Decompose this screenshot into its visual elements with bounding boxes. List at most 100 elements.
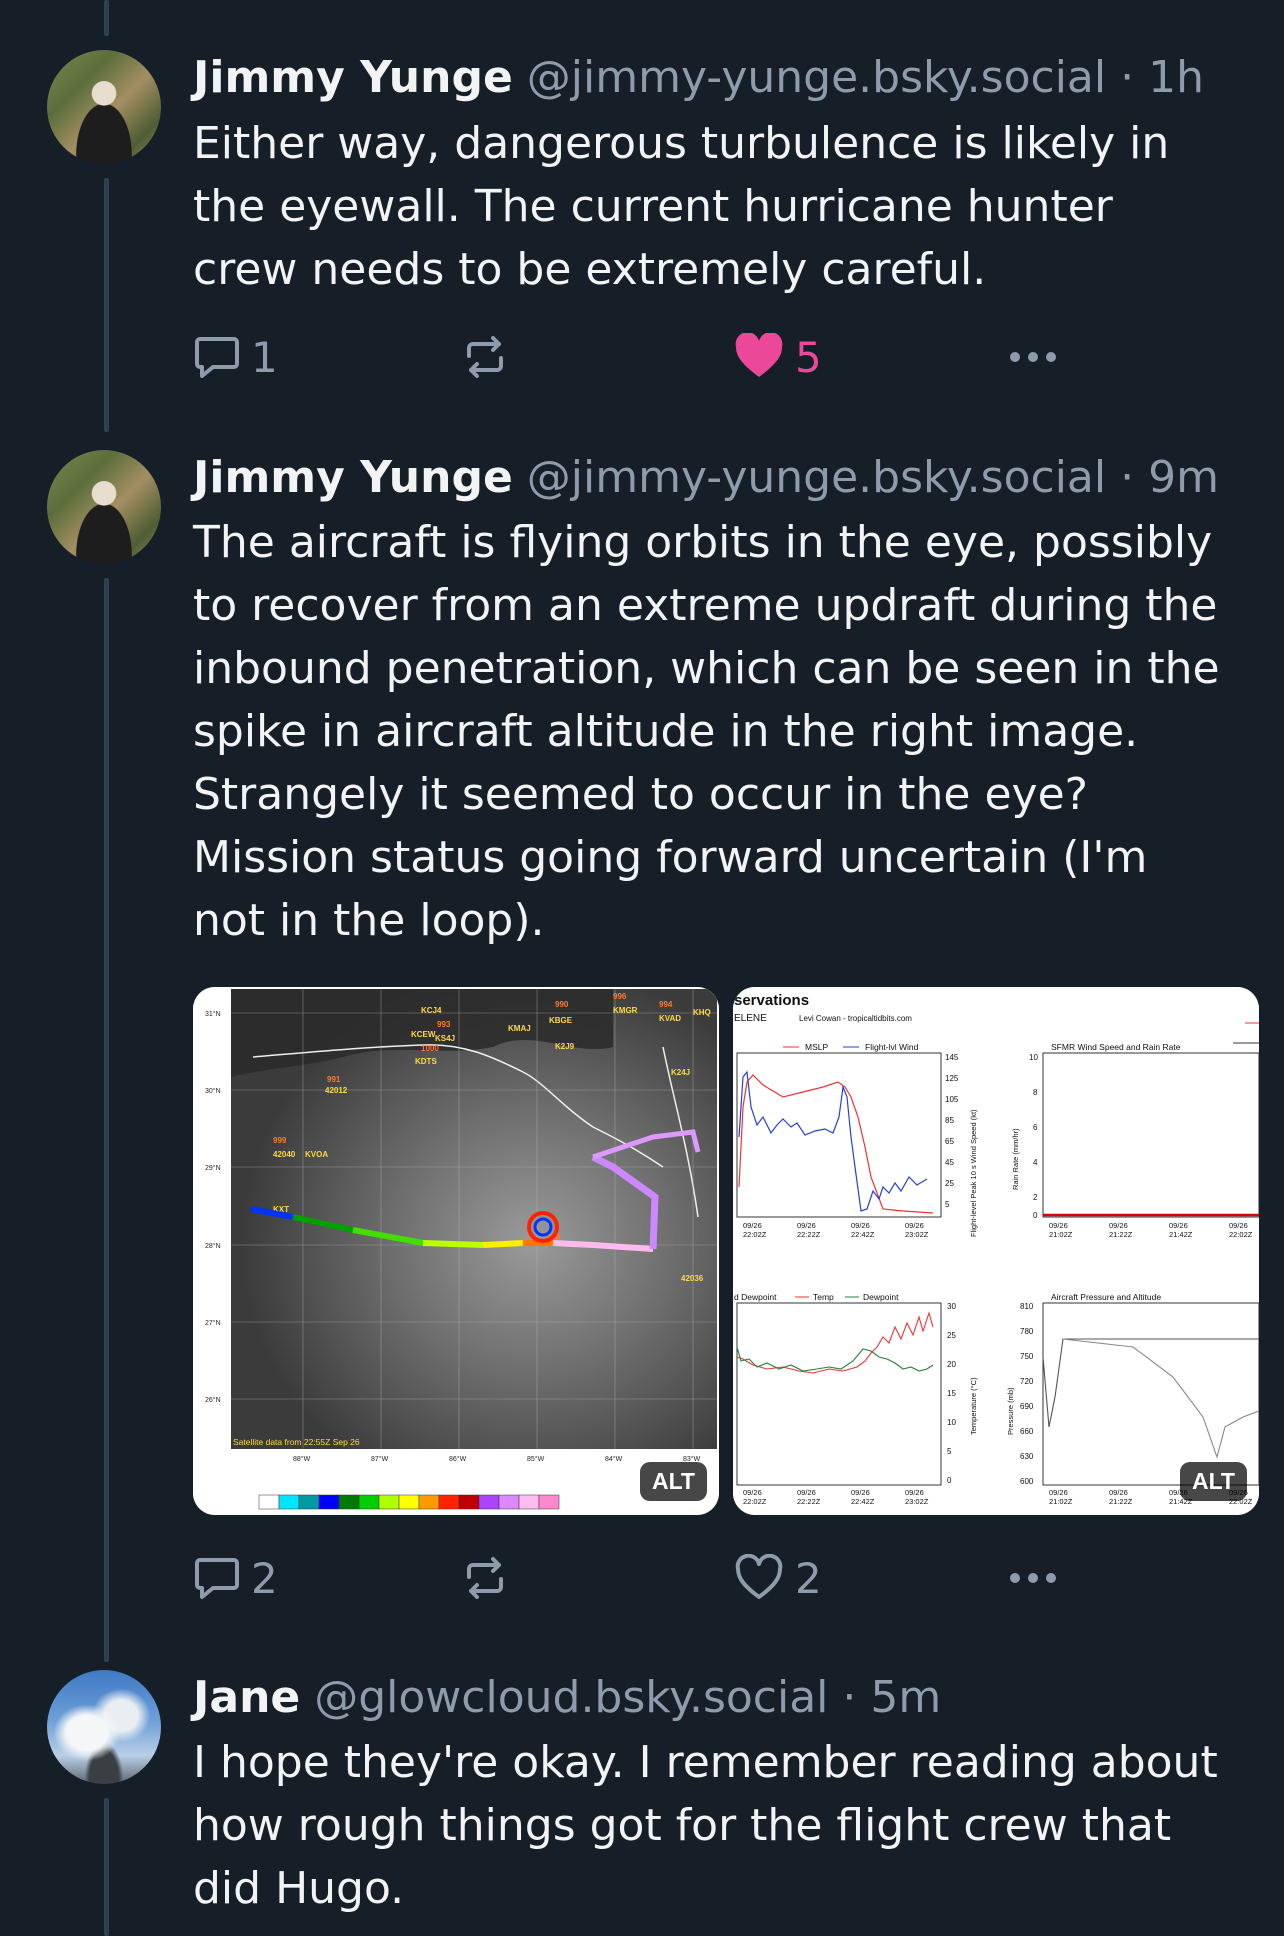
y-tick: 105	[945, 1095, 959, 1104]
station-label: KBGE	[549, 1016, 573, 1025]
image-recon-charts[interactable]: servations ELENE Levi Cowan - tropicalti…	[733, 987, 1259, 1515]
y-tick: 45	[945, 1158, 954, 1167]
post-1[interactable]: Jimmy Yunge @jimmy-yunge.bsky.social · 1…	[0, 0, 1284, 420]
post-text: I hope they're okay. I remember reading …	[193, 1737, 1218, 1914]
like-button[interactable]: 5	[733, 327, 822, 387]
post-text: The aircraft is flying orbits in the eye…	[193, 517, 1220, 946]
y-tick: 30	[947, 1302, 956, 1311]
y-tick: 780	[1020, 1327, 1034, 1336]
y-tick: 6	[1033, 1123, 1038, 1132]
recon-charts-graphic: servations ELENE Levi Cowan - tropicalti…	[733, 987, 1259, 1515]
panel-mslp-wind: MSLP Flight-lvl Wind 145 125 105 85 65 4…	[736, 1042, 978, 1239]
y-tick: 25	[945, 1179, 954, 1188]
y-tick: 600	[1020, 1477, 1034, 1486]
y-tick: 660	[1020, 1427, 1034, 1436]
station-label: KCEW	[411, 1030, 436, 1039]
more-icon	[1010, 1573, 1056, 1583]
reply-button[interactable]: 1	[193, 327, 278, 387]
x-tick: 09/26	[743, 1221, 762, 1230]
alt-badge[interactable]: ALT	[639, 1462, 707, 1501]
x-tick: 09/26	[851, 1488, 870, 1497]
y-tick: 4	[1033, 1158, 1038, 1167]
station-label: KCJ4	[421, 1006, 442, 1015]
author-name[interactable]: Jimmy Yunge	[193, 452, 513, 503]
repost-button[interactable]	[461, 1548, 509, 1608]
y-tick: 8	[1033, 1088, 1038, 1097]
like-button[interactable]: 2	[733, 1548, 822, 1608]
panel-title: Aircraft Pressure and Altitude	[1051, 1292, 1161, 1302]
y-tick: 5	[945, 1200, 950, 1209]
y-tick: 750	[1020, 1352, 1034, 1361]
author-handle[interactable]: @jimmy-yunge.bsky.social	[526, 52, 1107, 103]
y-axis-label: Flight-level Peak 10 s Wind Speed (kt)	[969, 1109, 978, 1237]
author-handle[interactable]: @jimmy-yunge.bsky.social	[526, 452, 1107, 503]
lon-label: 87°W	[371, 1455, 389, 1463]
timestamp[interactable]: 9m	[1148, 452, 1219, 503]
lat-label: 30°N	[205, 1087, 221, 1095]
x-tick: 09/26	[1049, 1488, 1068, 1497]
station-label: 42040	[273, 1150, 296, 1159]
lon-label: 84°W	[605, 1455, 623, 1463]
x-tick: 21:02Z	[1049, 1230, 1073, 1239]
image-satellite-map[interactable]: 31°N 30°N 29°N 28°N 27°N 26°N 88°W 87°W …	[193, 987, 719, 1515]
thread-line	[104, 178, 109, 432]
author-handle[interactable]: @glowcloud.bsky.social	[314, 1672, 829, 1723]
y-tick: 145	[945, 1053, 959, 1062]
x-tick: 21:42Z	[1169, 1230, 1193, 1239]
repost-button[interactable]	[461, 327, 509, 387]
more-button[interactable]	[1007, 327, 1059, 387]
y-tick: 5	[947, 1447, 952, 1456]
like-count: 5	[795, 332, 822, 382]
credit: Levi Cowan - tropicaltidbits.com	[799, 1014, 912, 1023]
lon-label: 86°W	[449, 1455, 467, 1463]
obs-value: 994	[659, 1000, 673, 1009]
separator: ·	[1120, 52, 1135, 103]
x-tick: 21:22Z	[1109, 1497, 1133, 1506]
satellite-map-graphic: 31°N 30°N 29°N 28°N 27°N 26°N 88°W 87°W …	[193, 987, 719, 1515]
avatar[interactable]	[47, 1670, 161, 1784]
panel-temp-dewpoint: d Dewpoint Temp Dewpoint 30 25 20 15 10 …	[734, 1292, 978, 1506]
post-text: Either way, dangerous turbulence is like…	[193, 118, 1170, 295]
y-tick: 15	[947, 1389, 956, 1398]
y-axis-label: Temperature (°C)	[969, 1377, 978, 1435]
avatar[interactable]	[47, 450, 161, 564]
x-tick: 09/26	[851, 1221, 870, 1230]
timestamp[interactable]: 1h	[1148, 52, 1204, 103]
timestamp[interactable]: 5m	[870, 1672, 942, 1723]
author-name[interactable]: Jane	[193, 1672, 301, 1723]
post-2[interactable]: Jimmy Yunge @jimmy-yunge.bsky.social · 9…	[0, 0, 1284, 1660]
reply-button[interactable]: 2	[193, 1548, 278, 1608]
station-label: K24J	[671, 1068, 690, 1077]
separator: ·	[842, 1672, 857, 1723]
thread-line	[104, 1798, 109, 1936]
post-header: Jane @glowcloud.bsky.social · 5m	[193, 1672, 941, 1724]
thread-line	[104, 578, 109, 1662]
x-tick: 09/26	[905, 1221, 924, 1230]
alt-badge[interactable]: ALT	[1179, 1462, 1247, 1501]
station-label: K2J9	[555, 1042, 575, 1051]
station-label: KXT	[273, 1205, 289, 1214]
author-name[interactable]: Jimmy Yunge	[193, 52, 513, 103]
more-button[interactable]	[1007, 1548, 1059, 1608]
x-tick: 09/26	[1109, 1488, 1128, 1497]
legend-label: Temp	[813, 1292, 834, 1302]
reply-count: 1	[251, 332, 278, 382]
heart-outline-icon	[735, 1554, 783, 1599]
lat-label: 31°N	[205, 1010, 221, 1018]
avatar[interactable]	[47, 50, 161, 164]
lat-label: 27°N	[205, 1319, 221, 1327]
repost-icon	[467, 336, 503, 378]
station-label: KVAD	[659, 1014, 681, 1023]
post-actions: 2 2	[193, 1548, 1073, 1608]
y-tick: 25	[947, 1331, 956, 1340]
y-tick: 85	[945, 1116, 954, 1125]
repost-icon	[467, 1557, 503, 1599]
lon-label: 85°W	[527, 1455, 545, 1463]
chart-title-fragment: servations	[734, 992, 809, 1009]
station-label: KVOA	[305, 1150, 328, 1159]
station-label: KDTS	[415, 1057, 437, 1066]
y-tick: 65	[945, 1137, 954, 1146]
storm-name-fragment: ELENE	[734, 1013, 767, 1024]
obs-value: 999	[273, 1136, 287, 1145]
